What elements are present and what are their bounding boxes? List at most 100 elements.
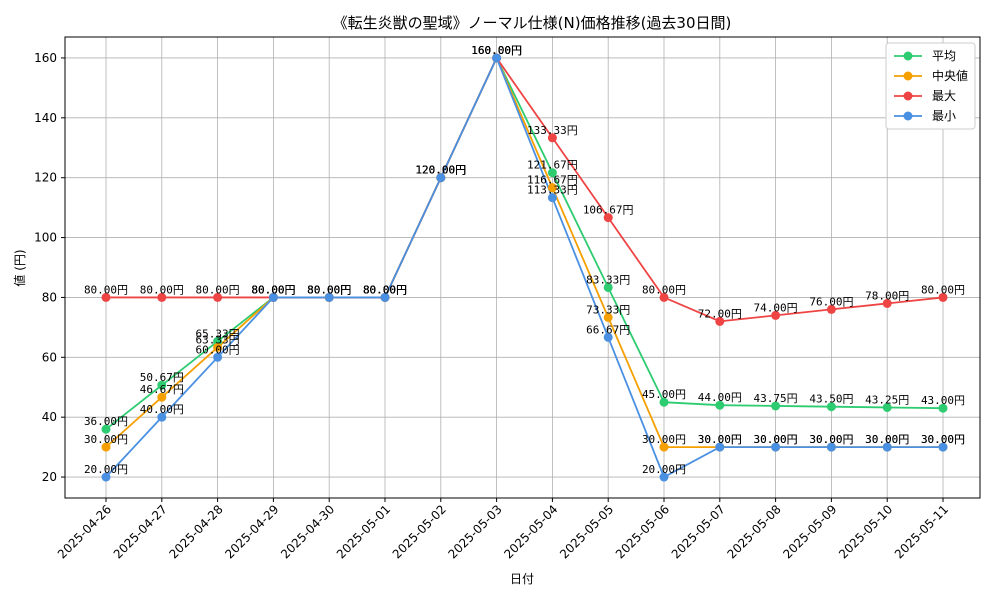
data-label: 120.00円 <box>415 164 466 177</box>
data-label: 45.00円 <box>642 388 686 401</box>
data-label: 50.67円 <box>140 371 184 384</box>
legend-label: 中央値 <box>932 68 968 83</box>
data-label: 30.00円 <box>754 433 798 446</box>
data-point <box>213 292 223 302</box>
legend-marker <box>903 51 913 61</box>
data-label: 160.00円 <box>471 44 522 57</box>
data-point <box>771 442 781 452</box>
data-label: 43.75円 <box>754 392 798 405</box>
data-point <box>938 292 948 302</box>
y-tick-label: 60 <box>42 350 57 364</box>
y-tick-label: 40 <box>42 410 57 424</box>
data-point <box>826 304 836 314</box>
data-label: 80.00円 <box>363 283 407 296</box>
legend-label: 最小 <box>932 109 956 123</box>
data-label: 30.00円 <box>921 433 965 446</box>
series-line-3 <box>106 56 944 323</box>
data-point <box>771 310 781 320</box>
data-label: 80.00円 <box>363 283 407 296</box>
data-label: 160.00円 <box>471 44 522 57</box>
data-point <box>603 213 613 223</box>
data-label: 120.00円 <box>415 164 466 177</box>
data-label: 30.00円 <box>754 433 798 446</box>
data-point <box>436 173 446 183</box>
data-point <box>603 312 613 322</box>
grid <box>65 37 980 498</box>
series-line-1 <box>105 55 944 430</box>
data-point <box>492 53 502 63</box>
data-label: 30.00円 <box>698 433 742 446</box>
data-point <box>101 442 111 452</box>
data-label: 80.00円 <box>307 283 351 296</box>
data-label: 80.00円 <box>251 283 295 296</box>
data-label: 30.00円 <box>84 433 128 446</box>
data-point <box>882 442 892 452</box>
data-label: 30.00円 <box>698 433 742 446</box>
data-point <box>157 412 167 422</box>
data-label: 36.00円 <box>84 415 128 428</box>
data-label: 80.00円 <box>642 283 686 296</box>
y-tick-label: 140 <box>34 111 57 125</box>
data-point <box>826 442 836 452</box>
y-tick-label: 20 <box>42 470 57 484</box>
data-point <box>938 403 948 413</box>
data-label: 20.00円 <box>642 463 686 476</box>
data-labels: 36.00円 50.67円 65.33円 80.00円 80.00円 80.00円 120.… <box>84 44 965 476</box>
data-label: 80.00円 <box>363 283 407 296</box>
y-tick-label: 120 <box>34 171 57 185</box>
legend-label: 平均 <box>932 49 956 63</box>
legend-label: 最大 <box>932 89 956 103</box>
plot-frame <box>64 36 981 499</box>
data-label: 113.33円 <box>527 184 578 197</box>
data-label: 80.00円 <box>307 283 351 296</box>
data-label: 83.33円 <box>586 273 630 286</box>
data-label: 106.67円 <box>583 204 634 217</box>
data-label: 46.67円 <box>140 383 184 396</box>
data-label: 78.00円 <box>865 289 909 302</box>
data-label: 30.00円 <box>809 433 853 446</box>
legend-box <box>885 42 976 130</box>
series-line-4 <box>105 55 943 479</box>
legend-marker <box>903 111 913 121</box>
data-point <box>715 442 725 452</box>
data-label: 60.00円 <box>196 343 240 356</box>
series <box>101 53 948 482</box>
data-point <box>157 380 167 390</box>
data-point <box>603 332 613 342</box>
data-point <box>659 442 669 452</box>
data-point <box>157 392 167 402</box>
data-point <box>213 342 223 352</box>
data-label: 80.00円 <box>196 283 240 296</box>
data-label: 80.00円 <box>251 283 295 296</box>
data-label: 20.00円 <box>84 463 128 476</box>
data-label: 40.00円 <box>140 403 184 416</box>
y-axis-label: 値 (円) <box>12 249 27 286</box>
data-label: 43.50円 <box>809 393 853 406</box>
data-point <box>938 442 948 452</box>
data-point <box>101 292 111 302</box>
data-label: 44.00円 <box>698 391 742 404</box>
data-label: 74.00円 <box>754 301 798 314</box>
data-point <box>547 193 557 203</box>
data-label: 160.00円 <box>471 44 522 57</box>
data-label: 73.33円 <box>586 303 630 316</box>
y-tick-label: 100 <box>34 231 57 245</box>
data-label: 80.00円 <box>307 283 351 296</box>
data-point <box>101 472 111 482</box>
data-label: 66.67円 <box>586 323 630 336</box>
data-point <box>268 292 278 302</box>
data-label: 65.33円 <box>196 327 240 340</box>
data-point <box>324 292 334 302</box>
data-point <box>659 472 669 482</box>
data-label: 80.00円 <box>84 283 128 296</box>
y-tick-label: 80 <box>42 290 57 304</box>
data-label: 121.67円 <box>527 159 578 172</box>
y-tick-label: 160 <box>34 51 57 65</box>
data-label: 160.00円 <box>471 44 522 57</box>
data-point <box>213 352 223 362</box>
data-point <box>547 183 557 193</box>
data-label: 30.00円 <box>809 433 853 446</box>
